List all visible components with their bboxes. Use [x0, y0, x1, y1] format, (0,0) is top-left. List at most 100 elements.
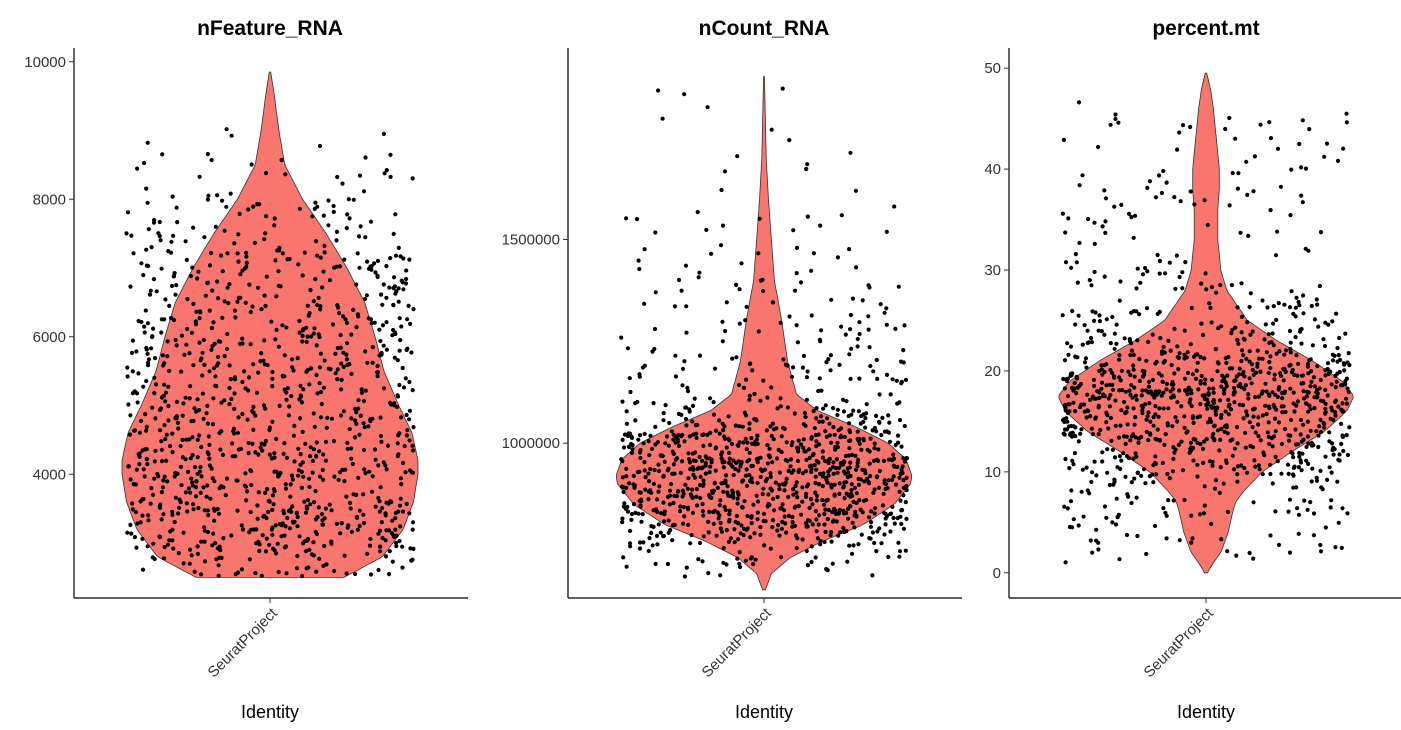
data-point [631, 502, 637, 507]
data-point [747, 397, 752, 402]
data-point [784, 530, 789, 535]
data-point [358, 413, 363, 418]
data-point [270, 493, 275, 498]
data-point [848, 150, 853, 155]
data-point [409, 350, 414, 355]
data-point [1294, 442, 1299, 447]
data-point [622, 501, 627, 506]
data-point [842, 529, 847, 535]
data-point [1294, 353, 1299, 358]
data-point [260, 533, 265, 538]
data-point [393, 253, 399, 258]
data-point [1189, 305, 1194, 311]
data-point [1198, 441, 1203, 447]
data-point [814, 498, 820, 503]
data-point [1211, 390, 1216, 395]
data-point [1322, 343, 1328, 349]
data-point [1280, 410, 1285, 415]
data-point [899, 444, 904, 449]
data-point [211, 366, 216, 371]
data-point [210, 476, 215, 481]
data-point [227, 363, 232, 368]
data-point [361, 398, 367, 404]
data-point [738, 462, 744, 467]
data-point [806, 482, 811, 487]
data-point [375, 364, 380, 369]
data-point [813, 474, 818, 479]
data-point [142, 474, 147, 479]
data-point [718, 243, 724, 248]
data-point [363, 349, 368, 354]
data-point [1113, 116, 1118, 122]
data-point [1066, 216, 1071, 221]
data-point [126, 402, 131, 407]
data-point [845, 559, 850, 564]
data-point [335, 303, 340, 308]
data-point [129, 531, 134, 536]
data-point [376, 463, 381, 468]
data-point [1169, 363, 1174, 368]
data-point [372, 447, 378, 452]
data-point [822, 522, 827, 527]
data-point [737, 561, 742, 566]
data-point [188, 274, 193, 279]
data-point [828, 368, 833, 373]
data-point [888, 511, 893, 517]
data-point [836, 533, 841, 538]
data-point [1177, 538, 1182, 543]
data-point [647, 536, 652, 541]
data-point [882, 478, 887, 483]
data-point [398, 496, 403, 501]
data-point [157, 233, 162, 239]
data-point [829, 482, 834, 487]
data-point [843, 471, 848, 476]
data-point [164, 458, 169, 463]
data-point [232, 431, 237, 436]
data-point [769, 127, 774, 132]
data-point [903, 500, 908, 505]
data-point [1110, 382, 1115, 387]
data-point [1068, 371, 1073, 376]
data-point [896, 540, 901, 545]
data-point [248, 342, 253, 347]
data-point [333, 371, 338, 376]
data-point [356, 398, 361, 403]
data-point [1323, 406, 1328, 411]
data-point [798, 442, 804, 447]
data-point [730, 356, 735, 361]
data-point [159, 317, 164, 322]
data-point [678, 504, 683, 509]
data-point [1108, 415, 1113, 421]
data-point [1073, 409, 1078, 414]
data-point [883, 516, 888, 521]
data-point [379, 350, 384, 356]
data-point [195, 551, 200, 557]
data-point [1085, 408, 1090, 413]
data-point [1066, 394, 1071, 399]
data-point [1153, 460, 1158, 466]
data-point [901, 360, 906, 365]
data-point [1123, 474, 1128, 479]
data-point [637, 266, 642, 272]
data-point [720, 319, 725, 324]
data-point [1229, 283, 1234, 288]
data-point [624, 564, 629, 569]
data-point [886, 457, 892, 462]
data-point [188, 384, 193, 389]
data-point [1273, 429, 1278, 434]
data-point [833, 447, 838, 452]
data-point [749, 555, 754, 560]
data-point [1315, 302, 1320, 307]
data-point [239, 567, 244, 572]
data-point [204, 411, 209, 416]
data-point [1339, 441, 1344, 446]
data-point [1069, 488, 1074, 493]
data-point [307, 476, 312, 481]
data-point [1189, 403, 1194, 409]
data-point [738, 531, 743, 536]
data-point [761, 511, 767, 516]
data-point [334, 229, 340, 234]
data-point [1275, 229, 1280, 234]
data-point [1107, 482, 1112, 488]
data-point [646, 439, 651, 444]
